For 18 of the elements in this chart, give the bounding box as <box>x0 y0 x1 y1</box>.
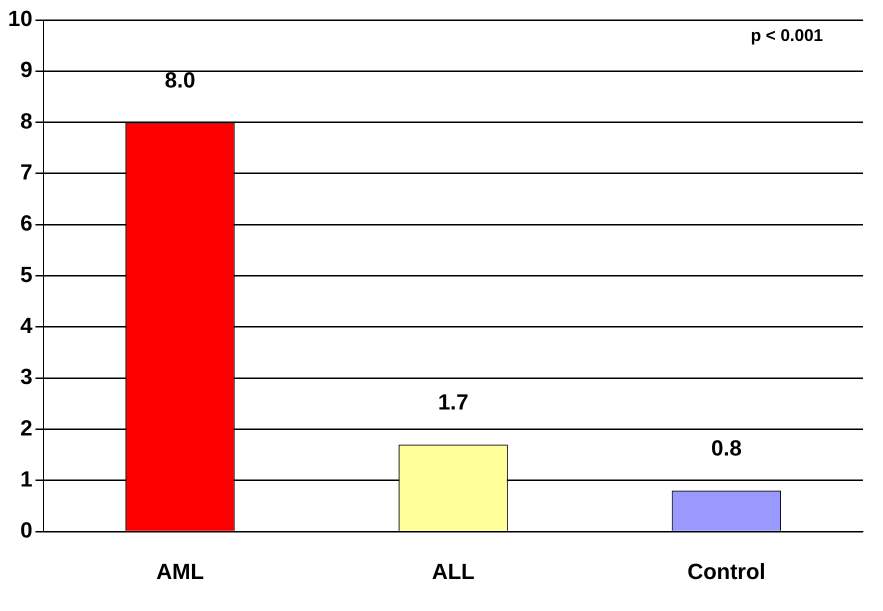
y-tick-label: 5 <box>20 262 32 287</box>
y-tick-label: 0 <box>20 518 32 543</box>
x-tick-label: ALL <box>432 558 475 584</box>
x-tick-label: AML <box>156 558 204 584</box>
y-tick-label: 1 <box>20 466 32 492</box>
y-tick-label: 6 <box>20 210 32 236</box>
annotation: p < 0.001 <box>750 26 823 46</box>
x-tick-label: Control <box>687 558 766 584</box>
y-tick-label: 3 <box>20 364 32 390</box>
y-tick-label: 2 <box>20 415 32 440</box>
y-tick-label: 7 <box>20 160 32 185</box>
y-tick-label: 9 <box>20 57 32 82</box>
y-tick-label: 10 <box>8 6 32 32</box>
y-tick-label: 4 <box>20 313 34 338</box>
y-tick-label: 8 <box>20 108 32 134</box>
data-label: 1.7 <box>438 390 469 415</box>
data-label: 0.8 <box>711 436 742 461</box>
data-label: 8.0 <box>164 67 196 92</box>
